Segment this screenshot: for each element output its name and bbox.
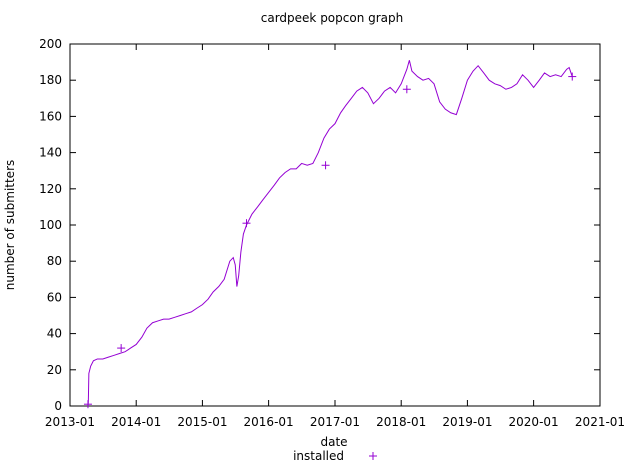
y-tick-label: 60: [47, 290, 62, 304]
y-tick-label: 120: [39, 182, 62, 196]
x-tick-label: 2021-01: [575, 415, 625, 429]
data-point-marker: [321, 161, 330, 170]
data-point-marker: [568, 72, 577, 81]
y-tick-label: 0: [54, 399, 62, 413]
y-tick-label: 20: [47, 363, 62, 377]
y-tick-label: 180: [39, 73, 62, 87]
x-axis: 2013-01 2014-01 2015-01 2016-01 2017-01 2018-…: [45, 44, 625, 429]
x-tick-label: 2019-01: [442, 415, 492, 429]
y-axis: 0 20 40 60 80 100 120 140 160 180 200: [39, 37, 600, 413]
data-point-marker: [242, 219, 251, 228]
x-axis-label: date: [320, 435, 347, 449]
chart-title: cardpeek popcon graph: [261, 11, 404, 25]
legend-marker-icon: [369, 452, 377, 460]
legend-label: installed: [293, 449, 344, 463]
x-tick-label: 2020-01: [509, 415, 559, 429]
x-tick-label: 2016-01: [244, 415, 294, 429]
x-tick-label: 2014-01: [111, 415, 161, 429]
plot-frame: [69, 43, 601, 407]
y-tick-label: 140: [39, 146, 62, 160]
y-tick-label: 40: [47, 327, 62, 341]
y-axis-label: number of submitters: [3, 160, 17, 291]
legend: installed: [293, 449, 377, 463]
y-tick-label: 80: [47, 254, 62, 268]
data-point-marker: [83, 400, 92, 409]
data-point-marker: [117, 344, 126, 353]
x-tick-label: 2017-01: [310, 415, 360, 429]
x-tick-label: 2013-01: [45, 415, 95, 429]
y-tick-label: 160: [39, 109, 62, 123]
data-point-marker: [402, 85, 411, 94]
series-line-installed: [87, 60, 573, 407]
y-tick-label: 200: [39, 37, 62, 51]
x-tick-label: 2015-01: [177, 415, 227, 429]
x-tick-label: 2018-01: [376, 415, 426, 429]
y-tick-label: 100: [39, 218, 62, 232]
series-layer: [83, 60, 577, 409]
